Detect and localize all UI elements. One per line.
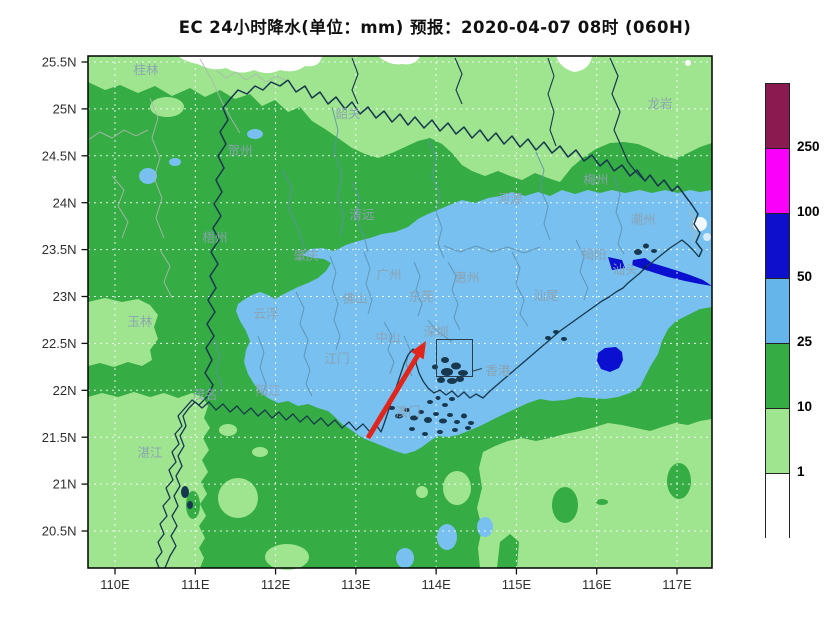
city-label-桂林: 桂林 <box>133 62 159 77</box>
legend-band-5 <box>766 409 789 474</box>
city-label-澳门: 澳门 <box>395 404 420 419</box>
precip-light-green-patches <box>88 298 712 570</box>
city-borders <box>213 106 625 397</box>
legend-value-100: 100 <box>797 204 820 219</box>
map-title: EC 24小时降水(单位：mm) 预报：2020-04-07 08时 (060H… <box>178 18 692 37</box>
city-label-湛江: 湛江 <box>137 445 162 460</box>
precip-fill-layer <box>88 56 712 570</box>
y-tick-label: 25N <box>53 102 77 117</box>
x-tick-label: 117E <box>662 577 692 592</box>
precipitation-legend-bar <box>765 83 790 539</box>
y-tick-label: 25.5N <box>42 55 77 70</box>
city-label-阳江: 阳江 <box>255 383 280 398</box>
precip-band-under-1 <box>178 56 691 73</box>
legend-value-10: 10 <box>797 399 813 414</box>
x-tick-label: 114E <box>421 577 451 592</box>
x-tick-label: 113E <box>341 577 371 592</box>
legend-value-250: 250 <box>797 139 820 154</box>
province-border-west <box>204 79 289 398</box>
precip-band-50-100 <box>597 257 712 372</box>
city-label-河源: 河源 <box>497 191 523 206</box>
axis-tick-layer: 110E 111E 112E 113E 114E 115E 116E 117E 25.5N 25N… <box>42 55 692 592</box>
city-label-潮州: 潮州 <box>630 212 655 227</box>
legend-value-50: 50 <box>797 269 813 284</box>
city-label-东莞: 东莞 <box>408 289 433 304</box>
legend-band-0 <box>766 84 789 149</box>
city-label-云浮: 云浮 <box>253 306 278 321</box>
y-tick-label: 24.5N <box>42 148 77 163</box>
x-tick-label: 112E <box>261 577 291 592</box>
legend-band-4 <box>766 344 789 409</box>
map-frame <box>87 55 713 569</box>
city-label-中山: 中山 <box>375 330 400 345</box>
y-tick-label: 22.5N <box>42 336 77 351</box>
legend-band-2 <box>766 214 789 279</box>
y-tick-label: 22N <box>53 383 77 398</box>
y-tick-label: 20.5N <box>42 524 77 539</box>
coastline <box>155 396 208 569</box>
y-tick-label: 23N <box>53 289 77 304</box>
city-label-贺州: 贺州 <box>227 143 252 158</box>
legend-value-1: 1 <box>797 464 805 479</box>
hong-kong-inset-box <box>436 339 483 377</box>
city-label-肇庆: 肇庆 <box>293 248 319 263</box>
x-tick-label: 116E <box>582 577 612 592</box>
city-label-江门: 江门 <box>324 351 349 366</box>
shenzhen-pointer-arrow <box>365 341 426 440</box>
x-tick-label: 110E <box>100 577 130 592</box>
city-label-惠州: 惠州 <box>454 270 479 285</box>
coastline-peninsula-east <box>164 239 700 569</box>
islands <box>181 243 657 509</box>
y-tick-label: 21.5N <box>42 430 77 445</box>
city-label-梧州: 梧州 <box>202 230 227 245</box>
legend-band-1 <box>766 149 789 214</box>
city-label-香港: 香港 <box>485 363 511 378</box>
city-label-龙岩: 龙岩 <box>647 96 672 111</box>
city-label-佛山: 佛山 <box>342 291 367 306</box>
y-tick-label: 24N <box>53 195 77 210</box>
city-label-梅州: 梅州 <box>583 172 608 187</box>
city-label-清远: 清远 <box>349 207 375 222</box>
y-tick-label: 21N <box>53 477 77 492</box>
city-label-汕尾: 汕尾 <box>533 288 558 303</box>
city-label-深圳: 深圳 <box>423 324 448 339</box>
legend-band-3 <box>766 279 789 344</box>
x-tick-label: 115E <box>502 577 532 592</box>
city-marker-shantou: ★ <box>641 263 650 274</box>
city-label-茂名: 茂名 <box>192 387 217 402</box>
legend-value-25: 25 <box>797 334 813 349</box>
province-border-north <box>287 79 703 258</box>
legend-band-6 <box>766 474 789 539</box>
city-label-韶关: 韶关 <box>335 106 360 121</box>
city-label-玉林: 玉林 <box>127 314 153 329</box>
city-label-广州: 广州 <box>376 267 401 282</box>
city-label-揭阳: 揭阳 <box>581 247 606 262</box>
x-tick-label: 111E <box>181 577 210 592</box>
y-tick-label: 23.5N <box>42 242 77 257</box>
boundary-layer: ★ <box>87 57 703 569</box>
precip-band-25-50 <box>236 190 712 454</box>
city-label-汕头: 汕头 <box>612 262 637 277</box>
